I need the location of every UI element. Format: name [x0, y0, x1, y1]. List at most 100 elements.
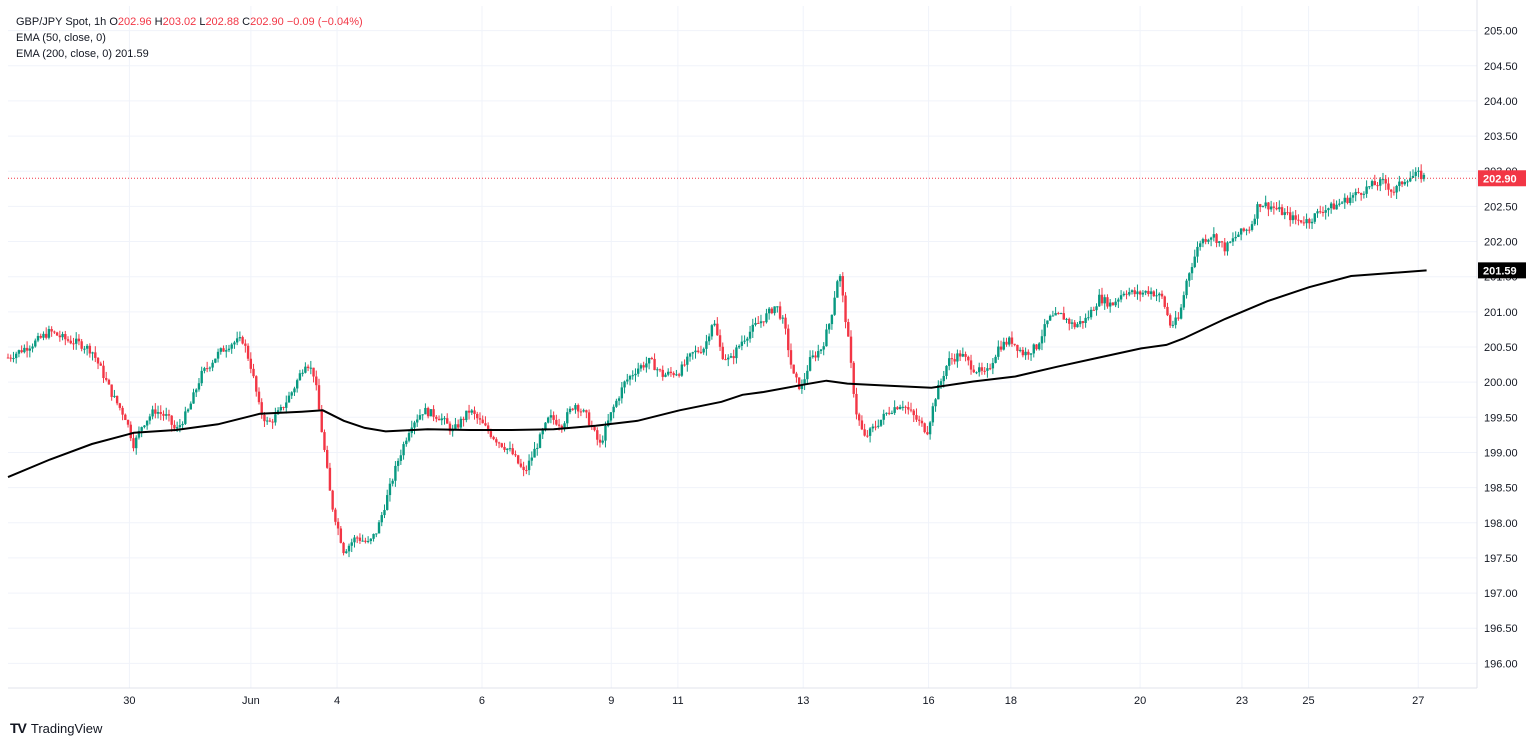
candle-body — [105, 378, 108, 380]
y-tick-label: 196.50 — [1484, 623, 1518, 635]
candle-body — [604, 425, 607, 441]
candle-body — [765, 313, 768, 323]
candle-body — [1081, 321, 1085, 323]
candle-body — [827, 324, 831, 330]
candle-body — [413, 422, 416, 428]
candle-body — [1242, 228, 1246, 231]
candle-body — [216, 351, 220, 359]
symbol-label: GBP/JPY Spot, 1h — [16, 16, 107, 28]
candle-body — [407, 433, 411, 441]
candle-body — [58, 335, 62, 338]
candle-body — [1160, 293, 1164, 297]
candle-body — [1076, 324, 1079, 328]
candle-body — [184, 411, 187, 424]
candle-body — [945, 365, 948, 376]
candle-body — [1196, 246, 1199, 257]
candle-body — [1419, 170, 1423, 180]
candle-body — [988, 368, 992, 370]
candle-body — [290, 392, 293, 396]
candle-body — [1027, 351, 1030, 355]
candle-body — [503, 446, 506, 450]
candle-body — [285, 402, 288, 408]
candle-body — [778, 306, 782, 319]
candle-body — [713, 323, 716, 326]
candle-body — [601, 440, 604, 443]
candle-body — [1171, 324, 1175, 326]
candle-body — [612, 406, 615, 413]
candle-body — [495, 439, 498, 443]
candle-body — [1302, 222, 1306, 224]
candle-body — [192, 392, 195, 404]
candle-body — [830, 314, 834, 325]
candle-body — [1231, 238, 1235, 242]
candle-body — [710, 325, 714, 337]
candle-body — [1084, 317, 1087, 323]
candle-body — [356, 537, 359, 539]
candle-body — [958, 353, 962, 357]
y-tick-label: 199.00 — [1484, 447, 1518, 459]
candle-body — [767, 308, 771, 314]
candle-body — [432, 409, 435, 417]
candle-body — [754, 322, 757, 325]
candle-body — [937, 384, 940, 400]
x-tick-label: 30 — [123, 695, 135, 707]
candle-body — [162, 413, 165, 416]
candle-body — [825, 329, 828, 347]
candle-body — [1188, 273, 1191, 281]
candle-body — [23, 347, 26, 353]
candle-body — [1174, 317, 1177, 325]
candle-body — [440, 418, 443, 421]
x-tick-label: 6 — [479, 695, 485, 707]
candle-body — [811, 355, 815, 358]
candle-body — [1098, 294, 1101, 307]
ema200-label: EMA (200, close, 0) — [16, 48, 112, 60]
candle-body — [596, 430, 599, 440]
y-tick-label: 200.00 — [1484, 377, 1518, 389]
candle-body — [631, 375, 634, 377]
candle-body — [967, 356, 970, 361]
candle-body — [620, 387, 624, 399]
legend: GBP/JPY Spot, 1h O202.96 H203.02 L202.88… — [16, 14, 363, 62]
candle-body — [920, 420, 924, 424]
candle-body — [656, 369, 659, 371]
candle-body — [75, 338, 78, 344]
candle-body — [634, 373, 637, 376]
legend-ema50-row: EMA (50, close, 0) — [16, 30, 363, 46]
candle-body — [312, 367, 315, 377]
candle-body — [72, 343, 75, 345]
candle-body — [1259, 204, 1262, 207]
tradingview-brand[interactable]: TV TradingView — [10, 720, 102, 736]
candle-body — [1179, 307, 1183, 319]
candle-body — [792, 364, 795, 374]
candle-body — [255, 376, 258, 392]
candle-body — [909, 409, 913, 411]
candle-body — [623, 381, 626, 388]
candle-body — [645, 363, 648, 368]
candle-body — [928, 422, 932, 435]
candle-body — [1275, 207, 1278, 210]
candle-body — [271, 421, 274, 423]
candle-body — [669, 371, 673, 374]
candle-body — [576, 405, 580, 412]
candle-body — [1005, 341, 1008, 345]
candle-body — [948, 358, 951, 366]
candle-body — [249, 358, 253, 369]
candle-body — [1185, 280, 1188, 296]
candle-body — [1305, 219, 1308, 224]
y-tick-label: 204.50 — [1484, 61, 1518, 73]
candle-body — [391, 480, 394, 484]
candle-body — [1237, 234, 1240, 237]
y-tick-label: 198.50 — [1484, 483, 1518, 495]
candle-body — [473, 410, 476, 414]
candle-body — [1286, 212, 1289, 214]
ema200-price-label: 201.59 — [1483, 265, 1517, 277]
candle-body — [1046, 320, 1049, 325]
candles — [6, 164, 1426, 558]
candle-body — [806, 370, 809, 380]
x-tick-label: 13 — [797, 695, 809, 707]
candle-body — [156, 412, 160, 414]
y-tick-label: 201.00 — [1484, 307, 1518, 319]
candle-body — [582, 410, 585, 412]
candle-body — [200, 370, 203, 384]
